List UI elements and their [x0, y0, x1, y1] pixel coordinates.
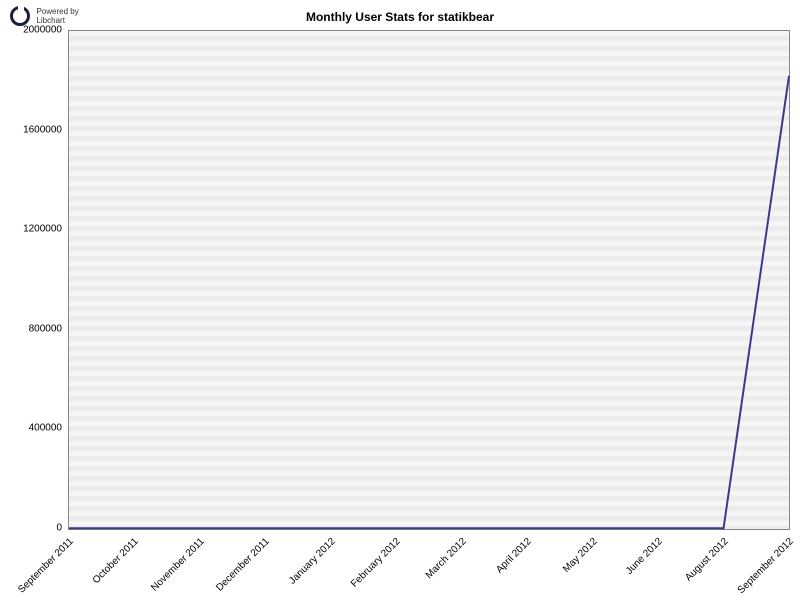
- x-tick-label: October 2011: [91, 536, 141, 586]
- y-tick-label: 0: [0, 523, 62, 534]
- x-tick-label: June 2012: [624, 536, 665, 577]
- x-tick-label: April 2012: [494, 536, 534, 576]
- x-tick-label: May 2012: [561, 536, 600, 575]
- y-tick-label: 400000: [0, 423, 62, 434]
- plot-area: [68, 30, 790, 530]
- line-svg: [69, 31, 789, 529]
- y-tick-label: 1200000: [0, 224, 62, 235]
- y-tick-label: 800000: [0, 323, 62, 334]
- y-tick-label: 2000000: [0, 25, 62, 36]
- series-line-users: [69, 76, 789, 528]
- x-tick-label: August 2012: [683, 536, 730, 583]
- chart-title: Monthly User Stats for statikbear: [0, 10, 800, 24]
- x-tick-label: February 2012: [349, 536, 403, 590]
- x-tick-label: March 2012: [423, 536, 468, 581]
- x-tick-label: November 2011: [149, 536, 207, 594]
- x-tick-label: September 2011: [16, 536, 76, 596]
- x-tick-label: September 2012: [736, 536, 796, 596]
- y-tick-label: 1600000: [0, 124, 62, 135]
- chart-container: { "branding": { "powered_by_line1": "Pow…: [0, 0, 800, 600]
- x-tick-label: January 2012: [287, 536, 338, 587]
- x-tick-label: December 2011: [215, 536, 273, 594]
